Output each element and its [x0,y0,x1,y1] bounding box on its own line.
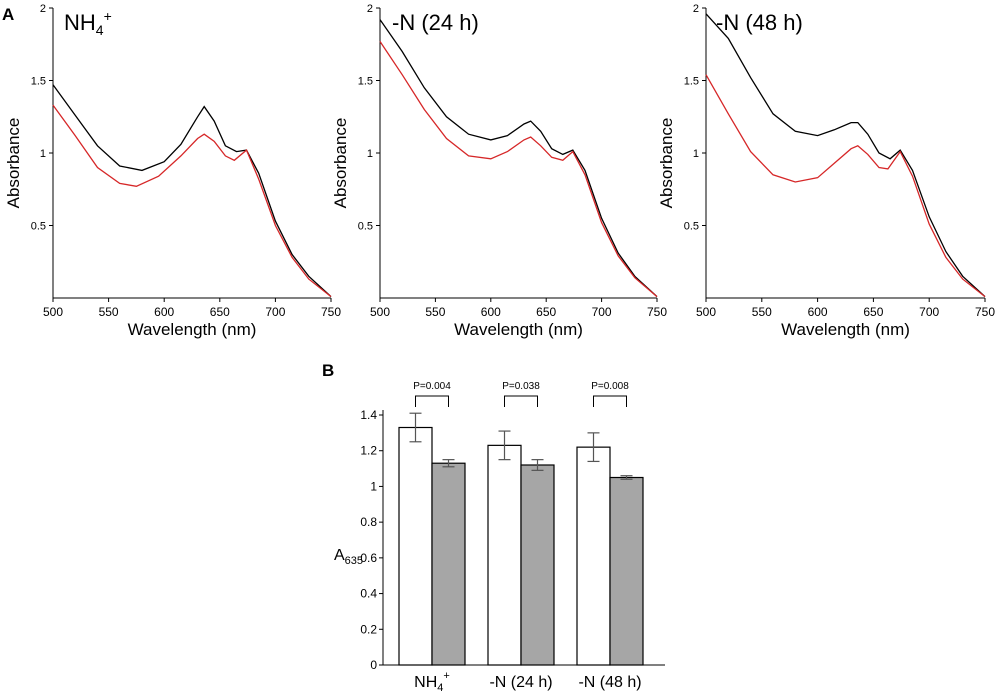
category-label-superscript: + [443,670,449,682]
category-label: -N (24 h) [489,674,552,691]
p-value-label: P=0.004 [413,381,451,392]
x-tick-label: 700 [919,305,939,319]
y-axis-label: Absorbance [331,118,350,209]
y-tick-label: 0.5 [684,221,699,233]
y-tick-label: 2 [367,3,373,15]
y-axis-label-subscript: 635 [345,555,363,567]
category-label: NH4+ [414,670,450,694]
y-tick-label: 1.5 [358,76,373,88]
chart-title-main: -N (24 h) [392,10,479,35]
x-tick-label: 500 [696,305,716,319]
spectrum-chart-nh4: 500 550 600 650 700 750 0.5 1 1.5 2 Wavelength (nm… [4,3,341,339]
y-tick-label: 0.6 [360,551,377,565]
y-axis-label: A635 [334,547,363,567]
series-line-black [52,84,332,298]
y-axis-label: Absorbance [4,118,23,209]
x-tick-label: 700 [592,305,612,319]
y-tick-label: 0 [370,658,377,672]
series-line-red [379,41,658,298]
series-line-red [705,74,986,298]
series-line-black [379,19,658,298]
x-tick-label: 550 [752,305,772,319]
category-label-main: -N (48 h) [578,674,641,691]
bar-white [487,444,522,666]
category-label-subscript: 4 [437,682,443,694]
panel-label-a: A [2,5,14,24]
a635-bar-chart: 0 0.2 0.4 0.6 0.8 1 1.2 1.4 A635 P=0.004 NH4+ P=0.0… [334,381,665,694]
x-tick-label: 600 [154,305,174,319]
x-tick-label: 600 [481,305,501,319]
spectrum-chart-n48: 500 550 600 650 700 750 0.5 1 1.5 2 Wavelength (nm… [657,3,995,339]
bar-gray [520,464,555,666]
bar-white [576,446,611,666]
spectrum-chart-n24: 500 550 600 650 700 750 0.5 1 1.5 2 Wavelength (nm… [331,3,667,339]
y-tick-label: 1.4 [360,408,377,422]
x-tick-label: 500 [370,305,390,319]
x-tick-label: 650 [210,305,230,319]
bar-gray [431,462,466,666]
y-axis-label-main: A [334,547,345,564]
y-tick-label: 1 [367,148,373,160]
x-tick-label: 550 [99,305,119,319]
x-tick-label: 600 [808,305,828,319]
x-tick-label: 650 [536,305,556,319]
y-tick-label: 0.5 [358,221,373,233]
x-tick-label: 650 [863,305,883,319]
y-tick-label: 1.2 [360,444,377,458]
category-label-main: NH [414,674,437,691]
y-tick-label: 0.4 [360,587,377,601]
chart-title: -N (24 h) [392,10,479,35]
significance-bracket [504,395,538,407]
significance-bracket [415,395,449,407]
chart-title-subscript: 4 [96,22,104,38]
x-tick-label: 700 [265,305,285,319]
significance-bracket [593,395,627,407]
chart-title: NH4+ [64,8,112,38]
bar-white [398,426,433,666]
category-label-main: -N (24 h) [489,674,552,691]
chart-title-superscript: + [104,8,112,24]
bar-gray [609,476,644,666]
chart-title: -N (48 h) [716,10,803,35]
panel-label-b: B [322,361,334,380]
y-tick-label: 0.2 [360,622,377,636]
x-tick-label: 750 [321,305,341,319]
p-value-label: P=0.038 [502,381,540,392]
x-axis-label: Wavelength (nm) [454,320,583,339]
x-tick-label: 750 [647,305,667,319]
category-label: -N (48 h) [578,674,641,691]
y-tick-label: 2 [40,3,46,15]
y-tick-label: 1.5 [31,76,46,88]
p-value-label: P=0.008 [591,381,629,392]
x-tick-label: 750 [975,305,995,319]
y-tick-label: 1 [370,479,377,493]
y-tick-label: 1 [40,148,46,160]
y-tick-label: 0.8 [360,515,377,529]
y-tick-label: 2 [693,3,699,15]
x-tick-label: 500 [43,305,63,319]
chart-title-main: -N (48 h) [716,10,803,35]
y-tick-label: 1 [693,148,699,160]
y-axis-label: Absorbance [657,118,676,209]
y-tick-label: 1.5 [684,76,699,88]
x-tick-label: 550 [425,305,445,319]
series-line-black [705,13,986,298]
chart-title-main: NH [64,10,96,35]
y-tick-label: 0.5 [31,221,46,233]
series-line-red [52,104,332,298]
x-axis-label: Wavelength (nm) [781,320,910,339]
x-axis-label: Wavelength (nm) [128,320,257,339]
